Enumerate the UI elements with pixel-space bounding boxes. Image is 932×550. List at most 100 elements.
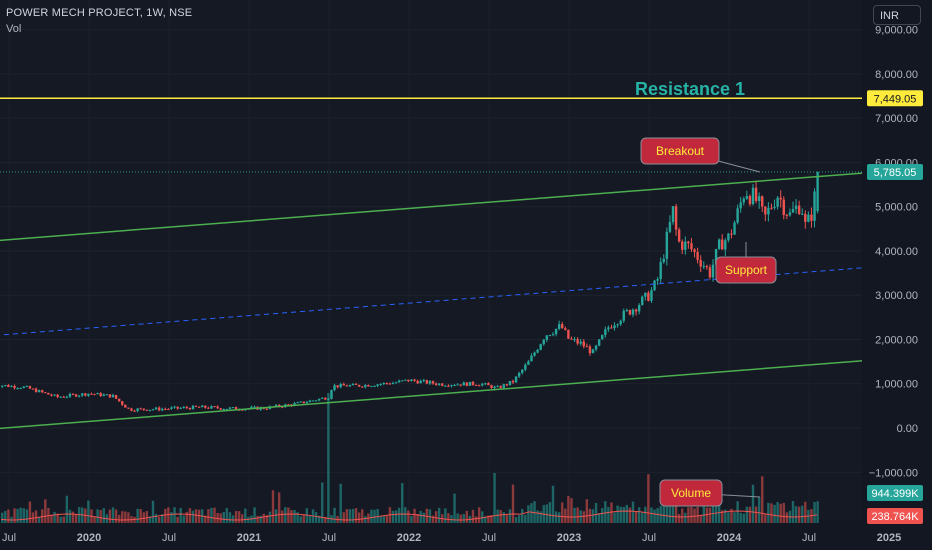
volume-bar bbox=[317, 515, 321, 523]
volume-bar bbox=[197, 509, 201, 523]
volume-bar bbox=[401, 483, 404, 523]
candle-body bbox=[136, 408, 139, 412]
candle-body bbox=[757, 196, 761, 201]
resistance-price-tag: 7,449.05 bbox=[874, 93, 917, 105]
candle-body bbox=[299, 401, 302, 403]
candle-body bbox=[459, 384, 462, 386]
volume-bar bbox=[557, 512, 561, 523]
candle-body bbox=[105, 394, 109, 396]
volume-bar bbox=[465, 510, 469, 523]
candle-body bbox=[351, 383, 355, 386]
candle-body bbox=[77, 395, 81, 397]
volume-bar bbox=[681, 508, 684, 523]
candle-body bbox=[376, 384, 379, 386]
volume-bar bbox=[564, 508, 567, 523]
lower-channel-line bbox=[0, 357, 898, 430]
volume-bar bbox=[287, 507, 290, 523]
candle-body bbox=[234, 407, 238, 410]
candle-body bbox=[385, 382, 389, 384]
candle-body bbox=[641, 296, 644, 305]
candle-body bbox=[44, 392, 47, 394]
currency-button[interactable]: INR bbox=[873, 5, 921, 25]
candle-body bbox=[373, 385, 376, 387]
volume-bar bbox=[481, 511, 484, 523]
candle-body bbox=[111, 394, 115, 398]
candle-body bbox=[610, 327, 613, 329]
volume-bar bbox=[354, 508, 358, 523]
candle-body bbox=[207, 407, 210, 409]
candle-body bbox=[16, 388, 19, 390]
candle-body bbox=[505, 384, 509, 386]
volume-bar bbox=[154, 514, 158, 523]
candle-body bbox=[34, 388, 38, 393]
candle-body bbox=[191, 405, 195, 410]
candle-body bbox=[308, 400, 312, 403]
volume-bar bbox=[62, 516, 65, 523]
volume-bar bbox=[277, 492, 281, 523]
volume-bar bbox=[644, 506, 647, 523]
volume-bar bbox=[271, 490, 275, 523]
candle-body bbox=[274, 404, 278, 407]
volume-bar bbox=[582, 511, 585, 523]
volume-bar bbox=[114, 509, 118, 523]
resistance-price-tag-bg bbox=[867, 90, 923, 107]
volume-bar bbox=[213, 507, 216, 523]
volume-value-tag-bg bbox=[867, 485, 923, 501]
volume-bar bbox=[450, 515, 453, 523]
candle-body bbox=[644, 292, 647, 297]
candle-body bbox=[81, 393, 84, 396]
candle-body bbox=[794, 205, 798, 209]
volume-bar bbox=[791, 501, 795, 523]
volume-bar bbox=[662, 503, 665, 523]
candle-body bbox=[127, 407, 130, 409]
volume-bar bbox=[111, 507, 115, 523]
candle-body bbox=[231, 407, 235, 409]
candle-body bbox=[545, 335, 549, 340]
x-tick-label: 2020 bbox=[77, 532, 101, 544]
volume-bar bbox=[241, 514, 244, 523]
candle-body bbox=[767, 207, 770, 215]
candle-body bbox=[1, 385, 4, 387]
candle-body bbox=[453, 385, 456, 387]
volume-bar bbox=[339, 483, 342, 523]
volume-bar bbox=[585, 499, 589, 523]
volume-bar bbox=[231, 515, 235, 523]
candle-body bbox=[804, 213, 807, 222]
time-axis bbox=[0, 526, 932, 550]
candle-body bbox=[167, 408, 170, 410]
volume-bar bbox=[616, 505, 619, 523]
candle-body bbox=[130, 408, 133, 411]
candle-body bbox=[370, 386, 373, 388]
volume-bar bbox=[739, 512, 742, 523]
volume-bar bbox=[1, 512, 4, 523]
candle-body bbox=[348, 385, 352, 387]
volume-bar bbox=[225, 508, 229, 523]
volume-bar bbox=[96, 509, 99, 523]
volume-bar bbox=[601, 508, 604, 523]
candle-body bbox=[7, 385, 10, 387]
candle-body bbox=[711, 264, 715, 278]
volume-callout-box bbox=[659, 479, 723, 507]
volume-bar bbox=[776, 502, 779, 523]
candle-body bbox=[548, 335, 552, 337]
volume-bar bbox=[74, 514, 78, 523]
candle-body bbox=[591, 349, 595, 354]
candle-body bbox=[601, 334, 604, 340]
candle-body bbox=[699, 259, 702, 267]
volume-bar bbox=[696, 506, 699, 523]
volume-bar bbox=[179, 507, 182, 523]
candle-body bbox=[428, 381, 432, 384]
volume-bar bbox=[761, 476, 764, 523]
candle-body bbox=[785, 214, 789, 216]
volume-bar bbox=[508, 509, 512, 523]
candle-body bbox=[213, 406, 216, 408]
candle-body bbox=[161, 408, 164, 411]
volume-bar bbox=[434, 511, 438, 523]
y-tick-label: 4,000.00 bbox=[875, 246, 918, 258]
candle-body bbox=[536, 349, 539, 353]
candle-body bbox=[437, 383, 441, 385]
volume-bar bbox=[194, 509, 198, 523]
volume-bar bbox=[570, 498, 573, 523]
candle-body bbox=[807, 214, 810, 222]
